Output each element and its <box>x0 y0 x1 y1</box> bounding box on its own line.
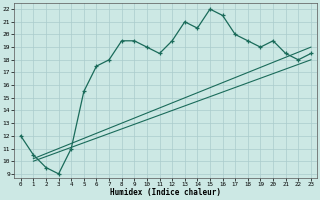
X-axis label: Humidex (Indice chaleur): Humidex (Indice chaleur) <box>110 188 221 197</box>
